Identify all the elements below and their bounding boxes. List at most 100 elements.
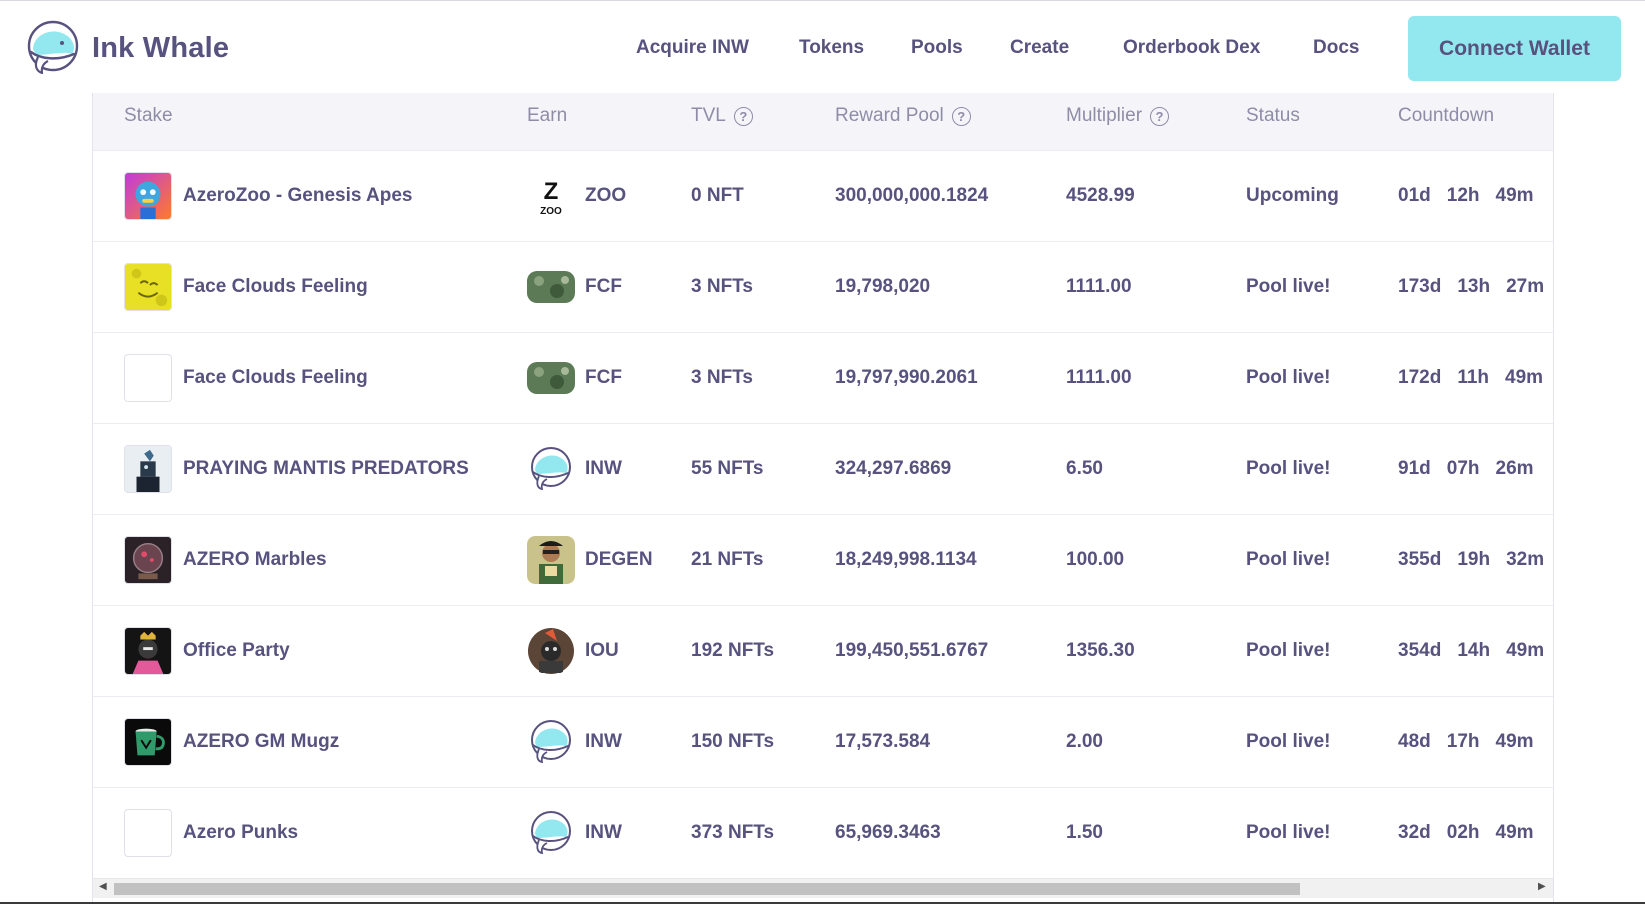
table-header: Stake Earn TVL? Reward Pool? Multiplier?… [93,93,1553,151]
countdown: 354d 14h 49m [1398,640,1545,661]
nav-orderbook-dex[interactable]: Orderbook Dex [1123,37,1261,58]
header-status[interactable]: Status [1246,105,1300,126]
tvl-value: 3 NFTs [691,367,753,388]
tvl-value: 373 NFTs [691,822,775,843]
countdown: 48d 17h 49m [1398,731,1534,752]
reward-pool-value: 199,450,551.6767 [835,640,989,661]
fcf-token-icon [527,271,575,303]
tvl-value: 55 NFTs [691,458,764,479]
scrollbar-thumb[interactable] [114,883,1300,895]
earn-token: INW [585,822,622,843]
stake-name: Face Clouds Feeling [183,367,368,388]
status-text: Pool live! [1246,640,1331,661]
whale-logo-icon [27,20,79,75]
iou-token-icon [528,628,574,674]
stake-name: PRAYING MANTIS PREDATORS [183,458,469,479]
help-circle-icon[interactable]: ? [733,106,753,126]
countdown: 91d 07h 26m [1398,458,1534,479]
header-countdown[interactable]: Countdown [1398,105,1495,126]
multiplier-value: 100.00 [1066,549,1125,570]
header-multiplier[interactable]: Multiplier? [1066,105,1170,127]
stake-name: Azero Punks [183,822,299,843]
status-text: Pool live! [1246,731,1331,752]
brand-name: Ink Whale [92,31,230,64]
stake-name: AZERO Marbles [183,549,327,570]
nav-acquire-inw[interactable]: Acquire INW [636,37,749,58]
status-text: Pool live! [1246,822,1331,843]
ape-avatar-icon [124,172,172,220]
multiplier-value: 1356.30 [1066,640,1135,661]
table-row[interactable]: PRAYING MANTIS PREDATORS INW 55 NFTs 324… [93,424,1553,515]
reward-pool-value: 18,249,998.1134 [835,549,977,570]
countdown: 32d 02h 49m [1398,822,1534,843]
connect-wallet-button[interactable]: Connect Wallet [1408,16,1621,81]
multiplier-value: 6.50 [1066,458,1103,479]
svg-text:ZOO: ZOO [540,206,562,217]
stake-name: Face Clouds Feeling [183,276,368,297]
multiplier-value: 1.50 [1066,822,1103,843]
earn-token: FCF [585,367,622,388]
countdown: 355d 19h 32m [1398,549,1545,570]
multiplier-value: 4528.99 [1066,185,1135,206]
stake-name: AzeroZoo - Genesis Apes [183,185,413,206]
brand[interactable]: Ink Whale [24,19,229,77]
header-reward-pool[interactable]: Reward Pool? [835,105,971,127]
inw-whale-token-icon [531,447,571,491]
nav-create[interactable]: Create [1010,37,1070,58]
table-row[interactable]: AZERO GM Mugz INW 150 NFTs 17,573.584 2.… [93,697,1553,788]
mug-avatar-icon [124,718,172,766]
table-row[interactable]: Face Clouds Feeling FCF 3 NFTs 19,797,99… [93,333,1553,424]
help-circle-icon[interactable]: ? [951,106,971,126]
multiplier-value: 2.00 [1066,731,1103,752]
stake-name: AZERO GM Mugz [183,731,340,752]
table-row[interactable]: Face Clouds Feeling FCF 3 NFTs 19,798,02… [93,242,1553,333]
header-earn[interactable]: Earn [527,105,568,126]
status-text: Pool live! [1246,458,1331,479]
table-row[interactable]: Office Party IOU 192 NFTs 199,450,551.67… [93,606,1553,697]
inw-whale-token-icon [531,811,571,855]
reward-pool-value: 19,797,990.2061 [835,367,978,388]
status-text: Pool live! [1246,276,1331,297]
inw-whale-token-icon [531,720,571,764]
help-circle-icon[interactable]: ? [1150,106,1170,126]
earn-token: INW [585,731,622,752]
status-text: Upcoming [1246,185,1339,206]
scroll-right-arrow-icon[interactable]: ▶ [1538,881,1546,892]
table-row[interactable]: Azero Punks INW 373 NFTs 65,969.3463 1.5… [93,788,1553,879]
earn-token: INW [585,458,622,479]
reward-pool-value: 324,297.6869 [835,458,952,479]
reward-pool-value: 19,798,020 [835,276,931,297]
header-tvl[interactable]: TVL? [691,105,753,127]
zoo-token-icon: Z ZOO [527,172,575,220]
reward-pool-value: 17,573.584 [835,731,931,752]
countdown: 01d 12h 49m [1398,185,1534,206]
window-bottom-edge [0,902,1645,904]
nav-tokens[interactable]: Tokens [799,37,865,58]
countdown: 172d 11h 49m [1398,367,1544,388]
tvl-value: 21 NFTs [691,549,764,570]
table-row[interactable]: AzeroZoo - Genesis Apes Z ZOO ZOO 0 NFT … [93,151,1553,242]
multiplier-value: 1111.00 [1066,276,1132,297]
earn-token: IOU [585,640,619,661]
nav-docs[interactable]: Docs [1313,37,1360,58]
top-navigation-bar: Ink Whale Acquire INW Tokens Pools Creat… [0,0,1645,93]
horizontal-scrollbar[interactable]: ◀ ▶ [93,878,1553,898]
header-stake[interactable]: Stake [124,105,173,126]
earn-token: FCF [585,276,622,297]
degen-token-icon [527,536,575,584]
blank-avatar-icon [124,354,172,402]
earn-token: DEGEN [585,549,653,570]
svg-text:Z: Z [544,178,559,205]
tvl-value: 3 NFTs [691,276,753,297]
gorilla-avatar-icon [124,627,172,675]
reward-pool-value: 300,000,000.1824 [835,185,989,206]
table-row[interactable]: AZERO Marbles DEGEN 21 NFTs 18,249,998.1… [93,515,1553,606]
scroll-left-arrow-icon[interactable]: ◀ [99,881,107,892]
stake-name: Office Party [183,640,290,661]
status-text: Pool live! [1246,549,1331,570]
mantis-avatar-icon [124,445,172,493]
countdown: 173d 13h 27m [1398,276,1545,297]
nav-pools[interactable]: Pools [911,37,963,58]
nft-pools-table: Stake Earn TVL? Reward Pool? Multiplier?… [92,93,1554,904]
reward-pool-value: 65,969.3463 [835,822,941,843]
